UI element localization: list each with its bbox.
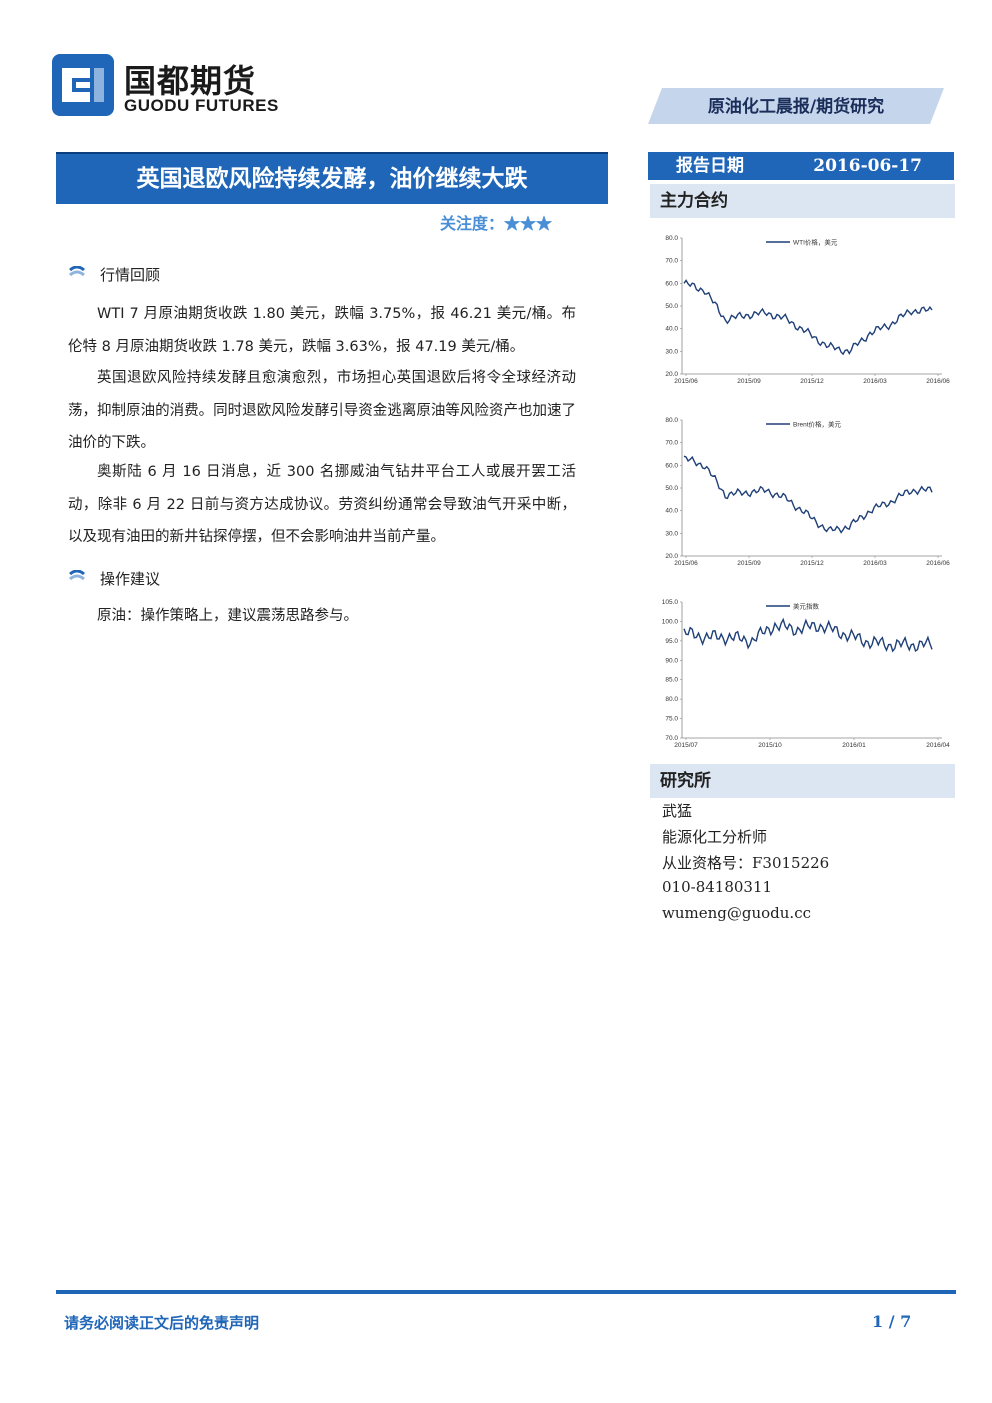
y-tick-label: 75.0 (665, 716, 678, 723)
y-tick-label: 60.0 (665, 462, 678, 469)
y-tick-label: 40.0 (665, 508, 678, 515)
report-type-banner: 原油化工晨报/期货研究 (648, 88, 944, 124)
y-tick-label: 70.0 (665, 258, 678, 265)
y-tick-label: 85.0 (665, 677, 678, 684)
y-tick-label: 60.0 (665, 280, 678, 287)
analyst-phone: 010-84180311 (662, 878, 773, 896)
footer-disclaimer: 请务必阅读正文后的免责声明 (64, 1314, 260, 1332)
report-title-bar: 英国退欧风险持续发酵，油价继续大跌 (56, 152, 608, 204)
analyst-license: 从业资格号：F3015226 (662, 854, 830, 872)
x-tick-label: 2016/03 (863, 560, 887, 567)
legend-label: WTI价格，美元 (793, 238, 838, 247)
y-tick-label: 95.0 (665, 638, 678, 645)
y-tick-label: 40.0 (665, 326, 678, 333)
y-tick-label: 50.0 (665, 485, 678, 492)
page-number: 1 / 7 (872, 1312, 912, 1331)
section-heading: 行情回顾 (100, 266, 161, 284)
y-tick-label: 70.0 (665, 440, 678, 447)
report-type-label: 原油化工晨报/期货研究 (707, 97, 885, 117)
y-tick-label: 20.0 (665, 371, 678, 378)
series-line (683, 455, 933, 534)
y-tick-label: 70.0 (665, 735, 678, 742)
x-tick-label: 2016/06 (926, 378, 950, 385)
legend-label: 美元指数 (793, 602, 820, 611)
main-contract-heading: 主力合约 (650, 184, 955, 218)
y-tick-label: 105.0 (662, 599, 679, 606)
research-heading-label: 研究所 (660, 771, 711, 791)
wti-price-chart: 20.0 30.0 40.0 50.0 60.0 70.0 80.0 2015/06 2015/… (650, 228, 950, 394)
x-tick-label: 2015/12 (800, 560, 824, 567)
section-bullet-icon (69, 266, 85, 277)
dollar-index-chart: 70.0 75.0 80.0 85.0 90.0 95.0 100.0 105.0 2015/0… (650, 592, 950, 758)
series-line (683, 279, 933, 356)
brent-price-chart: 20.0 30.0 40.0 50.0 60.0 70.0 80.0 2015/06 2015/… (650, 410, 950, 576)
attention-rating: 关注度：★★★ (440, 210, 552, 234)
report-date-label: 报告日期 (676, 156, 744, 176)
x-tick-label: 2015/07 (674, 742, 698, 749)
paragraph: WTI 7 月原油期货收跌 1.80 美元，跌幅 3.75%，报 46.21 美… (68, 306, 576, 355)
x-tick-label: 2016/06 (926, 560, 950, 567)
x-tick-label: 2015/06 (674, 378, 698, 385)
x-tick-label: 2015/10 (758, 742, 782, 749)
y-tick-label: 30.0 (665, 348, 678, 355)
y-tick-label: 50.0 (665, 303, 678, 310)
x-tick-label: 2016/01 (842, 742, 866, 749)
report-date-bar: 报告日期 2016-06-17 (648, 152, 954, 180)
attention-stars: ★★★ (504, 214, 553, 233)
x-tick-label: 2016/04 (926, 742, 950, 749)
y-tick-label: 80.0 (665, 417, 678, 424)
research-heading: 研究所 (650, 764, 955, 798)
analyst-title: 能源化工分析师 (662, 828, 768, 846)
paragraph: 原油：操作策略上，建议震荡思路参与。 (97, 608, 358, 624)
x-tick-label: 2015/09 (737, 378, 761, 385)
report-title: 英国退欧风险持续发酵，油价继续大跌 (136, 165, 528, 192)
y-tick-label: 80.0 (665, 235, 678, 242)
section-heading: 操作建议 (100, 570, 161, 588)
logo-text-en: GUODU FUTURES (124, 96, 279, 115)
report-date-value: 2016-06-17 (813, 156, 922, 176)
x-tick-label: 2016/03 (863, 378, 887, 385)
y-tick-label: 80.0 (665, 696, 678, 703)
x-tick-label: 2015/06 (674, 560, 698, 567)
logo-text-cn: 国都期货 (124, 62, 257, 100)
paragraph: 奥斯陆 6 月 16 日消息，近 300 名挪威油气钻井平台工人或展开罢工活动，… (68, 464, 576, 545)
x-tick-label: 2015/12 (800, 378, 824, 385)
x-tick-label: 2015/09 (737, 560, 761, 567)
footer-divider (56, 1290, 956, 1294)
analyst-email[interactable]: wumeng@guodu.cc (662, 904, 811, 922)
y-tick-label: 30.0 (665, 530, 678, 537)
legend-label: Brent价格，美元 (793, 420, 842, 429)
analyst-name: 武猛 (662, 802, 693, 820)
logo-mark (52, 54, 114, 116)
y-tick-label: 100.0 (662, 618, 679, 625)
y-tick-label: 90.0 (665, 657, 678, 664)
y-tick-label: 20.0 (665, 553, 678, 560)
paragraph: 英国退欧风险持续发酵且愈演愈烈，市场担心英国退欧后将令全球经济动荡，抑制原油的消… (68, 370, 576, 451)
section-bullet-icon (69, 570, 85, 581)
main-contract-heading-label: 主力合约 (660, 191, 728, 211)
attention-label: 关注度： (440, 214, 505, 233)
series-line (683, 617, 933, 653)
